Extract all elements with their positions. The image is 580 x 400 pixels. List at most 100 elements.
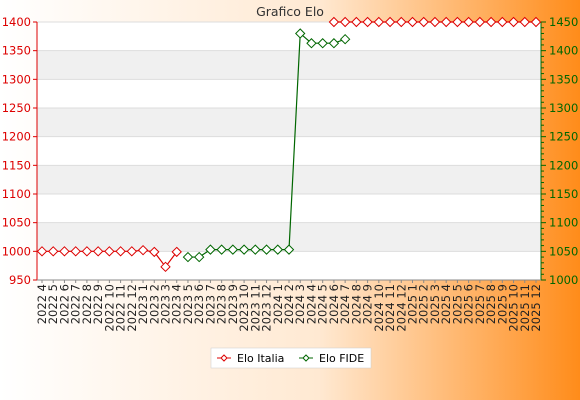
data-point (115, 246, 126, 257)
x-tick-label: 2022 7 (69, 284, 83, 324)
data-point (36, 246, 48, 257)
x-tick-label: 2023 11 (248, 284, 262, 332)
legend: Elo Italia Elo FIDE (210, 347, 372, 369)
x-tick-label: 2023 7 (203, 284, 217, 324)
y-axis-left: 950 1000 1050 1100 1150 1200 1250 1300 1350 1400 (2, 15, 38, 287)
y-right-tick-label: 1400 (549, 44, 578, 58)
data-point (508, 16, 519, 28)
series-elo-fide (182, 28, 351, 263)
data-point (362, 16, 373, 28)
x-tick-label: 2022 10 (102, 284, 116, 332)
data-point (261, 244, 272, 255)
y-left-tick-label: 1100 (2, 187, 31, 201)
x-tick-label: 2025 9 (495, 284, 509, 324)
chart-title: Grafico Elo (256, 4, 324, 19)
x-tick-label: 2023 12 (260, 284, 274, 332)
data-point (295, 28, 306, 39)
y-right-tick-label: 1150 (549, 187, 578, 201)
legend-marker (302, 354, 310, 362)
y-left-tick-label: 1000 (2, 244, 31, 258)
data-point (92, 246, 104, 257)
x-tick-label: 2024 8 (349, 284, 363, 324)
data-point (171, 246, 182, 258)
y-left-tick-label: 950 (9, 273, 31, 287)
x-tick-label: 2025 11 (518, 284, 532, 332)
y-right-tick-label: 1350 (549, 72, 578, 86)
data-point (519, 16, 530, 28)
x-tick-label: 2024 1 (271, 284, 285, 324)
legend-label: Elo FIDE (319, 352, 364, 365)
data-point (250, 244, 261, 255)
legend-item: Elo FIDE (299, 352, 364, 365)
x-tick-label: 2024 2 (282, 284, 296, 324)
y-right-tick-label: 1250 (549, 130, 578, 144)
plot-band (37, 50, 541, 80)
y-axis-right: 1000 1050 1100 1150 1200 1250 1300 1350 1400 1450 (540, 15, 578, 287)
data-point (485, 16, 497, 28)
x-tick-label: 2022 11 (114, 284, 128, 332)
data-point (339, 16, 351, 28)
legend-label: Elo Italia (237, 352, 284, 365)
x-tick-label: 2023 3 (159, 284, 173, 324)
y-left-tick-label: 1300 (2, 72, 31, 86)
x-tick-label: 2025 5 (450, 284, 464, 324)
data-point (205, 244, 216, 255)
legend-box (210, 347, 372, 369)
data-point (339, 33, 351, 45)
x-tick-label: 2023 8 (215, 284, 229, 324)
y-left-tick-label: 1150 (2, 158, 31, 172)
legend-marker (220, 354, 228, 362)
x-tick-label: 2022 9 (91, 284, 105, 324)
data-point (497, 16, 508, 28)
x-tick-label: 2025 1 (406, 284, 420, 324)
data-point (452, 16, 463, 28)
data-point (182, 251, 194, 263)
x-tick-label: 2024 5 (316, 284, 330, 324)
x-tick-label: 2022 12 (125, 284, 139, 332)
data-point (137, 244, 149, 256)
series-elo-italia (36, 16, 542, 273)
data-point (530, 16, 542, 28)
data-point (104, 246, 115, 257)
data-point (373, 16, 385, 28)
y-right-tick-label: 1050 (549, 244, 578, 258)
x-tick-label: 2023 2 (147, 284, 161, 324)
data-point (306, 38, 317, 49)
x-tick-label: 2023 4 (170, 284, 184, 324)
x-tick-label: 2024 11 (383, 284, 397, 332)
x-tick-label: 2024 7 (338, 284, 352, 324)
legend-item: Elo Italia (217, 352, 284, 365)
data-point (440, 16, 452, 28)
x-tick-label: 2023 6 (192, 284, 206, 324)
x-tick-label: 2024 6 (327, 284, 341, 324)
x-tick-label: 2025 12 (529, 284, 543, 332)
data-point (317, 38, 328, 49)
data-point (384, 16, 396, 28)
data-point (418, 16, 429, 28)
x-tick-label: 2025 4 (439, 284, 453, 324)
data-point (216, 244, 227, 255)
data-point (126, 246, 138, 257)
data-point (160, 261, 171, 273)
x-tick-label: 2022 6 (57, 284, 71, 324)
data-point (328, 16, 340, 28)
x-tick-label: 2024 9 (361, 284, 375, 324)
data-point (463, 16, 474, 28)
x-tick-label: 2023 9 (226, 284, 240, 324)
data-point (351, 16, 362, 28)
plot-area (37, 22, 541, 280)
x-tick-label: 2024 4 (304, 284, 318, 324)
data-point (70, 246, 81, 257)
y-right-tick-label: 1000 (549, 273, 578, 287)
x-tick-label: 2024 3 (293, 284, 307, 324)
x-tick-label: 2025 8 (484, 284, 498, 324)
x-tick-label: 2022 4 (35, 284, 49, 324)
plot-band (37, 165, 541, 194)
x-tick-label: 2025 7 (473, 284, 487, 324)
x-tick-label: 2022 8 (80, 284, 94, 324)
x-tick-label: 2025 2 (417, 284, 431, 324)
x-tick-label: 2025 10 (507, 284, 521, 332)
y-left-tick-label: 1400 (2, 15, 31, 29)
